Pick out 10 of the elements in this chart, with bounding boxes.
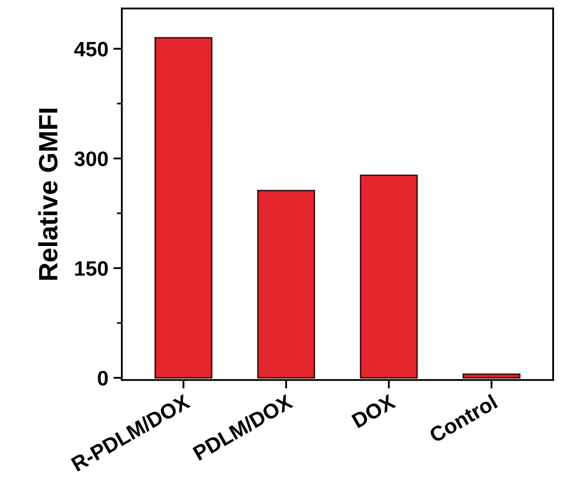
bar xyxy=(154,37,212,379)
y-tick-label: 150 xyxy=(75,261,108,276)
y-tick-label: 0 xyxy=(98,370,108,386)
bar xyxy=(462,373,520,379)
y-tick-label: 450 xyxy=(74,42,108,57)
x-tick-label: DOX xyxy=(351,394,396,428)
y-axis-title: Relative GMFI xyxy=(38,108,58,280)
bar xyxy=(257,190,316,379)
y-tick-label: 300 xyxy=(74,151,108,166)
bar xyxy=(360,174,418,379)
